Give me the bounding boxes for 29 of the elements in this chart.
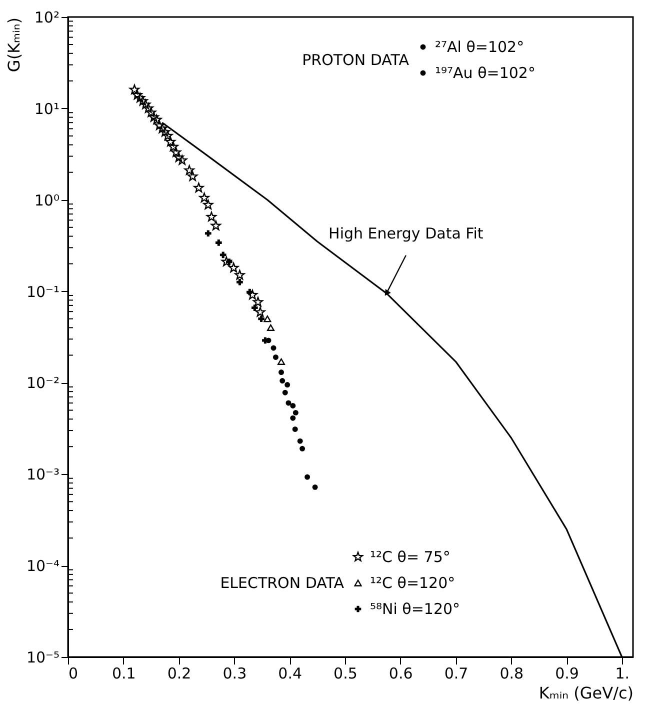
annotation: PROTON DATA bbox=[302, 51, 410, 69]
y-tick-label: 10⁻² bbox=[26, 374, 60, 392]
legend-label: ⁵⁸Ni θ=120° bbox=[370, 600, 460, 618]
y-tick-label: 10⁰ bbox=[34, 191, 60, 210]
y-tick-label: 10¹ bbox=[34, 100, 60, 118]
x-tick-label: 0.8 bbox=[500, 664, 524, 682]
x-tick-label: 0.9 bbox=[555, 664, 579, 682]
x-tick-label: 0.2 bbox=[167, 664, 192, 682]
x-tick-label: 0.1 bbox=[112, 664, 136, 682]
x-tick-label: 1. bbox=[615, 664, 630, 682]
annotation: High Energy Data Fit bbox=[328, 224, 484, 242]
y-tick-label: 10² bbox=[34, 8, 60, 26]
y-axis-title: G(Kₘᵢₙ) bbox=[4, 18, 24, 72]
y-tick-label: 10⁻³ bbox=[26, 466, 60, 484]
legend-label: ¹²C θ=120° bbox=[370, 574, 456, 592]
legend-label: ²⁷Al θ=102° bbox=[435, 38, 524, 56]
y-tick-label: 10⁻⁴ bbox=[26, 557, 60, 576]
x-tick-label: 0.7 bbox=[444, 664, 468, 682]
y-tick-label: 10⁻⁵ bbox=[26, 648, 60, 666]
x-tick-label: 0.5 bbox=[334, 664, 358, 682]
x-axis-title: Kₘᵢₙ (GeV/c) bbox=[538, 684, 634, 702]
x-tick-label: 0.6 bbox=[388, 664, 413, 682]
legend-label: ¹²C θ= 75° bbox=[370, 548, 450, 566]
x-tick-label: 0 bbox=[68, 664, 78, 682]
x-tick-label: 0.4 bbox=[278, 664, 302, 682]
annotation: ELECTRON DATA bbox=[220, 574, 345, 592]
legend-label: ¹⁹⁷Au θ=102° bbox=[435, 64, 536, 82]
y-tick-label: 10⁻¹ bbox=[26, 282, 60, 301]
x-tick-label: 0.3 bbox=[222, 664, 247, 682]
